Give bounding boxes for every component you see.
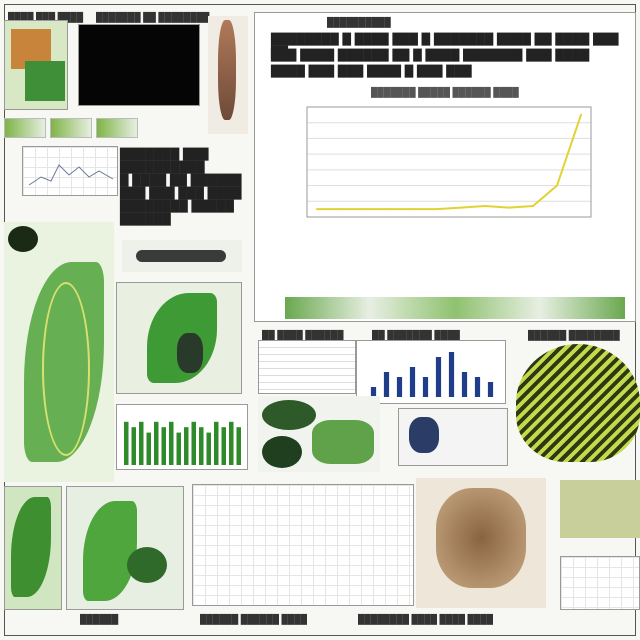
bar	[461, 372, 468, 397]
moss-photos	[258, 396, 380, 472]
bar	[229, 421, 234, 465]
thumbnail	[4, 118, 46, 138]
bar	[169, 421, 174, 465]
bottom-caption: ██████	[80, 614, 119, 624]
blue-bar-chart	[356, 340, 506, 404]
text-line: ██████	[120, 213, 171, 226]
data-point	[388, 208, 390, 211]
bar	[124, 421, 129, 465]
top-left-caption: ████ ███ ████	[8, 12, 84, 22]
mid-caption: ██ ███████ ████	[372, 330, 460, 340]
bar	[487, 382, 494, 397]
bird-figure	[398, 408, 508, 466]
bar	[199, 427, 204, 465]
bar	[206, 432, 211, 465]
line-chart-svg	[306, 106, 592, 218]
root-photo	[416, 478, 546, 608]
series-line	[317, 114, 582, 211]
bar	[448, 352, 455, 397]
bar	[383, 372, 390, 397]
patterned-specimen	[516, 344, 640, 462]
chart-subtitle: ███████ █████ ██████ ████	[371, 87, 519, 97]
bar	[139, 421, 144, 465]
data-point	[340, 208, 342, 211]
map-panel	[4, 20, 68, 110]
chart-panel-title: ██████████	[327, 17, 391, 27]
leaf-closeup-mid	[66, 486, 184, 610]
data-point	[508, 206, 510, 209]
bar	[214, 421, 219, 465]
data-point	[364, 208, 366, 211]
bar	[131, 427, 136, 465]
data-point	[412, 208, 414, 211]
bar	[154, 421, 159, 465]
bar	[146, 432, 151, 465]
leaf-closeup-left	[4, 486, 62, 610]
thumbnail-row	[4, 118, 138, 138]
data-point	[436, 208, 438, 211]
bar	[236, 427, 241, 465]
gray-photo	[560, 480, 640, 538]
text-line: ████████ █████	[120, 200, 234, 213]
small-line-chart	[22, 146, 118, 196]
bar	[221, 427, 226, 465]
small-line-svg	[28, 164, 114, 186]
bar	[409, 367, 416, 397]
top-mid-caption: ███████ ██ ████████	[96, 12, 210, 22]
left-text-block: ███████ ███ ██████████ █ ████ ██ ██████ …	[120, 148, 250, 226]
green-bar-svg	[124, 421, 241, 465]
bar	[184, 427, 189, 465]
bottom-caption: ████████ ████ ████ ████	[358, 614, 494, 624]
data-point	[580, 113, 582, 116]
table-figure	[258, 340, 356, 394]
data-table-figure	[192, 484, 414, 606]
mid-caption: ██ ████ ██████	[262, 330, 344, 340]
bar	[396, 377, 403, 397]
small-chart-bottom-right	[560, 556, 640, 610]
bar	[474, 377, 481, 397]
insect-illustration	[4, 222, 114, 482]
specimen-photo	[208, 16, 248, 134]
plot-area	[306, 106, 592, 218]
top-right-chart-panel: ██████████ ████████ █ ████ ███ █ ███████…	[254, 12, 636, 322]
blue-bar-svg	[370, 352, 494, 397]
header-line: ████ ███ ███ ████ █ ███ ███	[271, 65, 472, 78]
bottom-caption: ██████ ██████ ████	[200, 614, 308, 624]
bar	[161, 427, 166, 465]
data-point	[460, 206, 462, 209]
mid-caption: ██████ ████████	[528, 330, 620, 340]
header-line: ████████ █ ████ ███ █ ███████ ████ ██ ██…	[271, 33, 619, 59]
text-line: █ ████ ██ ██████	[120, 174, 242, 187]
leaf-insect-photo	[116, 282, 242, 394]
bar	[191, 421, 196, 465]
data-point	[532, 205, 534, 207]
tool-photo	[122, 240, 242, 272]
data-point	[316, 208, 318, 211]
chart-footer-strip	[285, 297, 625, 319]
thumbnail	[50, 118, 92, 138]
bar	[422, 377, 429, 397]
dark-image-panel	[78, 24, 200, 106]
text-line: ██████████	[120, 161, 205, 174]
bar	[435, 357, 442, 397]
text-line: ███ ███ ███ ████	[120, 187, 242, 200]
text-line: ███████ ███	[120, 148, 209, 161]
green-bar-chart	[116, 404, 248, 470]
data-point	[556, 184, 558, 187]
bar	[370, 387, 377, 397]
thumbnail	[96, 118, 138, 138]
bar	[176, 432, 181, 465]
header-line: ███ ████ ██████ ██ █ ████ ███████ ███ ██…	[271, 49, 590, 62]
data-point	[484, 205, 486, 207]
